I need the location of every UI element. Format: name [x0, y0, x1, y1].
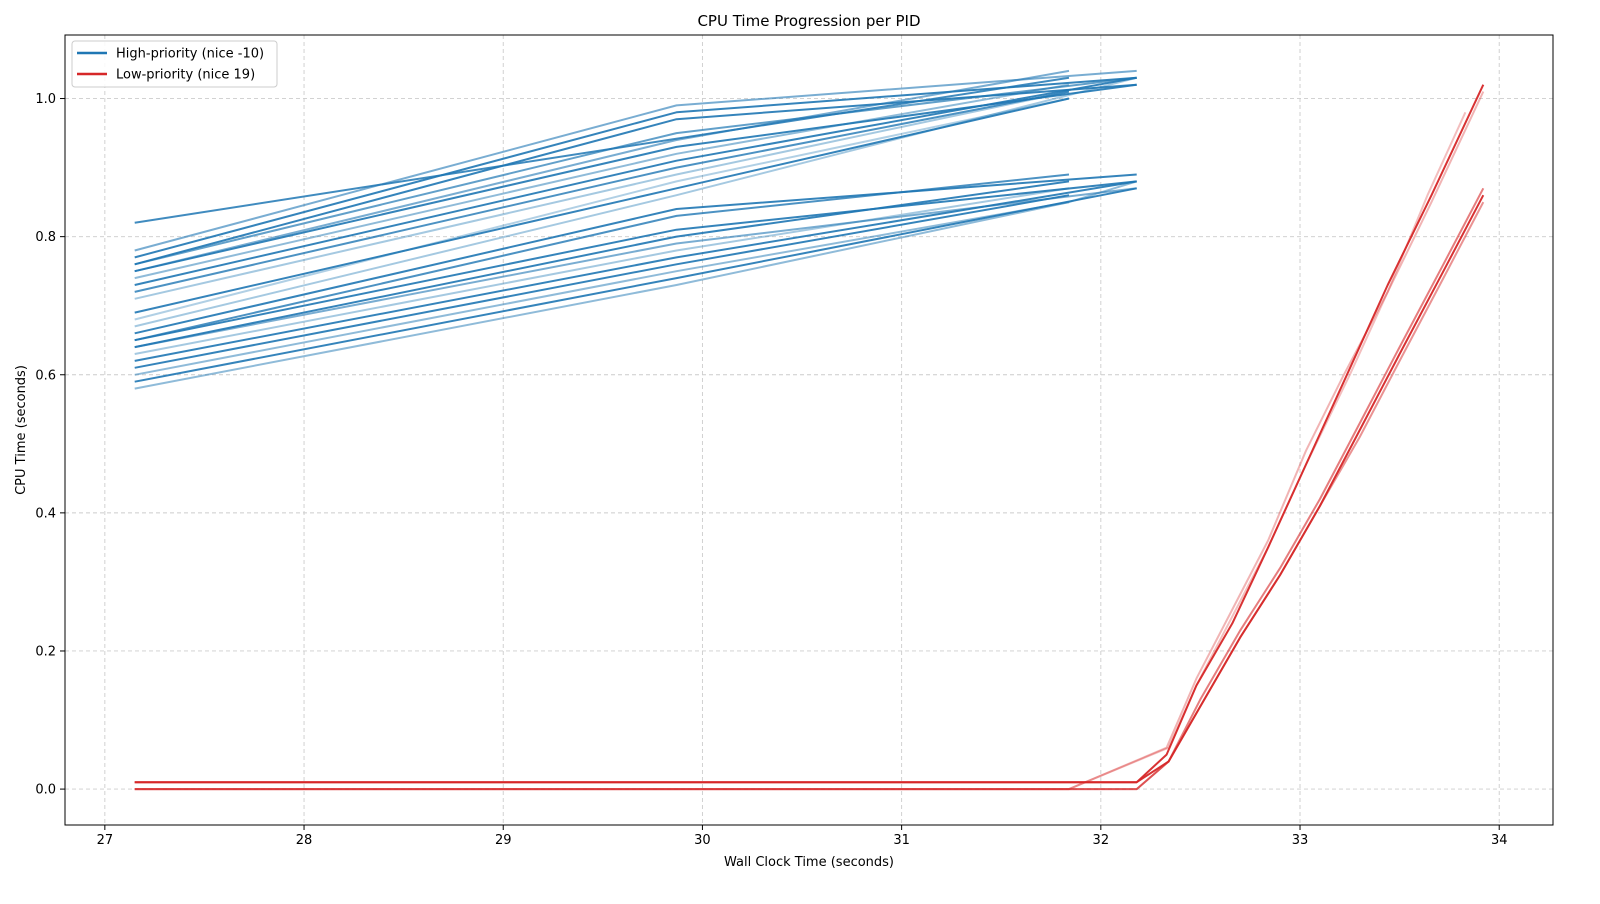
y-tick-label: 0.0 — [35, 783, 56, 798]
high-priority-series-line — [134, 173, 1137, 335]
axes-frame — [64, 34, 1554, 826]
x-tick-label: 34 — [1491, 833, 1508, 848]
legend-box — [71, 40, 278, 88]
legend-label-high-priority: High-priority (nice -10) — [116, 47, 264, 62]
x-tick-label: 30 — [694, 833, 711, 848]
high-priority-series-line — [134, 69, 1070, 273]
high-priority-series-line — [134, 97, 1070, 314]
high-priority-series-line — [134, 90, 1070, 293]
low-priority-series-line — [134, 91, 1485, 791]
legend-label-low-priority: Low-priority (nice 19) — [116, 68, 255, 83]
high-priority-series-line — [134, 180, 1137, 362]
x-tick-label: 32 — [1093, 833, 1110, 848]
high-priority-series-line — [134, 187, 1137, 349]
high-priority-series-line — [134, 194, 1070, 369]
y-tick-label: 1.0 — [35, 92, 56, 107]
x-tick-label: 28 — [296, 833, 313, 848]
high-priority-series-line — [134, 97, 1070, 321]
high-priority-series-line — [134, 83, 1070, 280]
chart-title: CPU Time Progression per PID — [697, 12, 920, 30]
x-tick-label: 33 — [1292, 833, 1309, 848]
high-priority-series-line — [134, 187, 1070, 355]
high-priority-series-line — [134, 69, 1137, 252]
low-priority-series-line — [134, 111, 1467, 791]
x-tick-label: 31 — [893, 833, 910, 848]
high-priority-series-line — [134, 201, 1070, 376]
x-tick-label: 29 — [495, 833, 512, 848]
high-priority-series-line — [134, 180, 1137, 390]
low-priority-series-line — [134, 194, 1485, 784]
y-tick-label: 0.2 — [35, 644, 56, 659]
high-priority-series-line — [134, 173, 1070, 342]
high-priority-series-line — [134, 76, 1137, 259]
high-priority-series-line — [134, 187, 1137, 383]
x-axis-label: Wall Clock Time (seconds) — [724, 855, 894, 870]
high-priority-series-line — [134, 76, 1137, 286]
high-priority-series-line — [134, 76, 1137, 328]
high-priority-series-line — [134, 180, 1070, 349]
low-priority-series-line — [134, 201, 1485, 791]
low-priority-series-line — [134, 84, 1485, 784]
high-priority-series-line — [134, 90, 1070, 300]
high-priority-series-line — [134, 76, 1137, 266]
ticks: 27 28 29 30 31 32 33 34 0.0 0.2 0.4 0.6 0.8 1.0 — [35, 92, 1507, 848]
high-priority-series-line — [134, 180, 1137, 342]
y-tick-label: 0.4 — [35, 506, 56, 521]
y-tick-label: 0.8 — [35, 230, 56, 245]
legend: High-priority (nice -10) Low-priority (n… — [71, 40, 278, 88]
y-axis-label: CPU Time (seconds) — [14, 365, 29, 495]
y-tick-label: 0.6 — [35, 368, 56, 383]
series-layer — [134, 69, 1485, 791]
x-tick-label: 27 — [97, 833, 114, 848]
